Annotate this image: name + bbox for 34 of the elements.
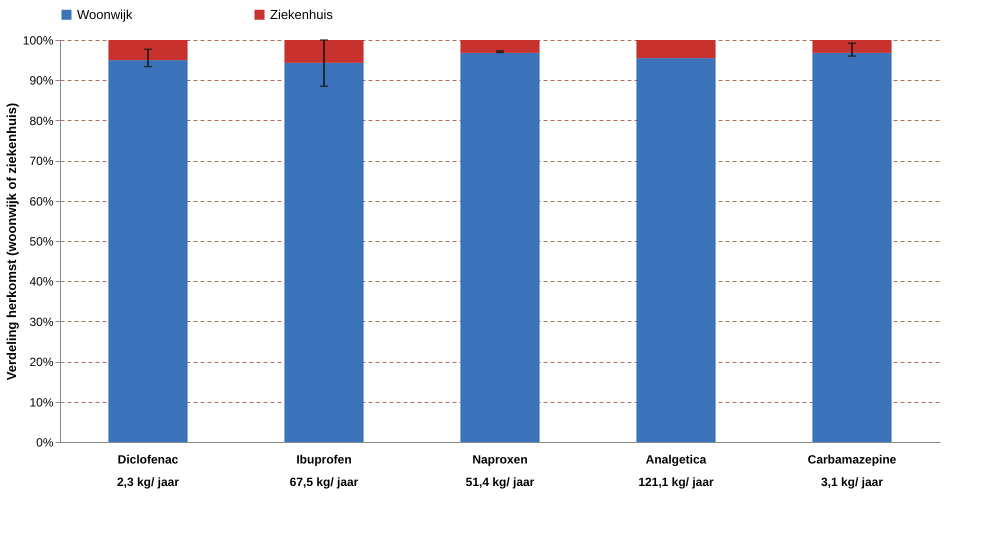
y-tick-label: 60% [29, 194, 54, 208]
bar [636, 58, 716, 442]
y-tick-label: 70% [29, 154, 54, 168]
text: 51,4 kg/ jaar [466, 475, 535, 489]
x-tick-label: Analgetica [646, 452, 707, 466]
x-tick-label: Naproxen [472, 452, 528, 466]
text: 67,5 kg/ jaar [290, 475, 359, 489]
bar [284, 62, 364, 442]
x-tick-label: Carbamazepine [808, 452, 897, 466]
legend-label: Woonwijk [77, 6, 133, 22]
y-tick-label: 90% [29, 74, 54, 88]
bar [460, 40, 540, 53]
y-tick-label: 30% [29, 314, 54, 329]
bar [108, 40, 188, 60]
x-tick-label: Diclofenac [118, 452, 179, 466]
text: 2,3 kg/ jaar [116, 475, 180, 489]
y-tick-label: 80% [29, 114, 54, 128]
x-tick-label: Ibuprofen [296, 452, 352, 466]
y-tick-label: 100% [22, 34, 54, 48]
y-axis-title: Verdeling herkomst (woonwijk of ziekenhuis) [4, 102, 19, 380]
bar [812, 40, 892, 53]
bar [284, 40, 364, 63]
text: 121,1 kg/ jaar [638, 475, 714, 489]
legend-label: Ziekenhuis [270, 6, 334, 22]
bar [108, 60, 188, 442]
y-tick-label: 40% [29, 274, 54, 289]
bar [636, 40, 716, 58]
y-tick-label: 50% [29, 234, 54, 248]
bar [460, 52, 540, 442]
y-tick-label: 20% [29, 355, 54, 370]
y-tick-label: 10% [29, 395, 54, 410]
y-tick-label: 0% [36, 436, 54, 450]
bar [812, 52, 892, 442]
text: 3,1 kg/ jaar [820, 475, 884, 489]
